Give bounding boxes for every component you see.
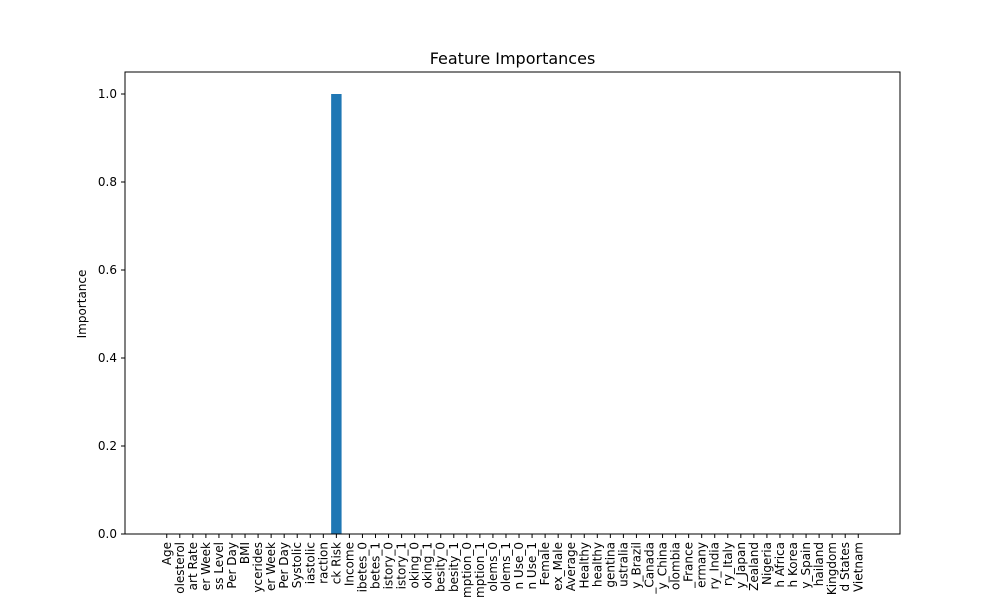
x-tick-label: ry_India xyxy=(708,542,722,589)
y-tick-label: 1.0 xyxy=(98,87,117,101)
x-tick-label: Female xyxy=(538,542,552,585)
y-tick-label: 0.2 xyxy=(98,439,117,453)
y-tick-label: 0.8 xyxy=(98,175,117,189)
x-tick-label: Zealand xyxy=(747,542,761,591)
x-tick-label: h Korea xyxy=(786,542,800,587)
x-tick-label: ermany xyxy=(695,542,709,588)
x-tick-label: olems_0 xyxy=(486,542,500,592)
x-tick-label: besity_1 xyxy=(447,542,461,592)
x-tick-label: ss Level xyxy=(212,542,226,590)
x-tick-label: iastolic xyxy=(303,542,317,584)
x-tick-label: Kingdom xyxy=(825,542,839,595)
x-tick-label: oking_0 xyxy=(408,542,422,588)
x-tick-label: besity_0 xyxy=(434,542,448,592)
x-tick-label: Healthy xyxy=(577,542,591,589)
x-tick-label: raction xyxy=(316,542,330,584)
x-tick-label: Nigeria xyxy=(760,542,774,585)
x-tick-label: Average xyxy=(564,542,578,591)
bars-group xyxy=(331,94,342,534)
x-tick-label: Age xyxy=(160,542,174,565)
x-tick-label: y_China xyxy=(656,542,670,589)
x-tick-label: y_Japan xyxy=(734,542,748,589)
x-tick-label: n Use_1 xyxy=(525,542,539,589)
x-tick-label: er Week xyxy=(199,542,213,591)
x-tick-label: gentina xyxy=(603,542,617,588)
x-tick-label: istory_1 xyxy=(395,542,409,589)
x-tick-label: Income xyxy=(342,542,356,586)
x-axis-ticks: Age olesterol art Rate er Week ss Level Per D… xyxy=(160,534,865,598)
x-tick-label: ustralia xyxy=(616,542,630,587)
y-axis-label: Importance xyxy=(75,270,89,339)
x-tick-label: Per Day xyxy=(277,542,291,589)
x-tick-label: ycerides xyxy=(251,542,265,593)
x-tick-label: Vietnam xyxy=(851,542,865,592)
x-tick-label: istory_0 xyxy=(382,542,396,589)
x-tick-label: d States xyxy=(838,542,852,591)
y-tick-label: 0.4 xyxy=(98,351,117,365)
x-tick-label: Per Day xyxy=(225,542,239,589)
x-tick-label: BMI xyxy=(238,542,252,564)
x-tick-label: ibetes_0 xyxy=(355,542,369,592)
y-tick-label: 0.0 xyxy=(98,527,117,541)
x-tick-label: ck Risk xyxy=(329,542,343,584)
x-tick-label: healthy xyxy=(590,542,604,587)
x-tick-label: olems_1 xyxy=(499,542,513,592)
x-tick-label: oking_1 xyxy=(421,542,435,588)
x-tick-label: hailand xyxy=(812,542,826,586)
x-tick-label: ex_Male xyxy=(551,542,565,591)
x-tick-label: ry_Italy xyxy=(721,542,735,586)
x-tick-label: olombia xyxy=(669,542,683,590)
x-tick-label: _France xyxy=(682,542,696,589)
x-tick-label: _Canada xyxy=(642,542,656,595)
x-tick-label: n Use_0 xyxy=(512,542,526,589)
bar-13 xyxy=(331,94,342,534)
y-tick-label: 0.6 xyxy=(98,263,117,277)
x-tick-label: er Week xyxy=(264,542,278,591)
x-tick-label: y_Brazil xyxy=(629,542,643,589)
x-tick-label: art Rate xyxy=(186,542,200,590)
x-tick-label: mption_1 xyxy=(473,542,487,598)
x-tick-label: betes_1 xyxy=(369,542,383,589)
y-axis-ticks: 0.0 0.2 0.4 0.6 0.8 1.0 xyxy=(98,87,125,541)
plot-frame xyxy=(124,71,901,535)
x-tick-label: Systolic xyxy=(290,542,304,588)
x-tick-label: mption_0 xyxy=(460,542,474,598)
x-tick-label: olesterol xyxy=(173,542,187,594)
x-tick-label: h Africa xyxy=(773,542,787,588)
x-tick-label: y_Spain xyxy=(799,542,813,589)
chart-title: Feature Importances xyxy=(430,49,596,68)
